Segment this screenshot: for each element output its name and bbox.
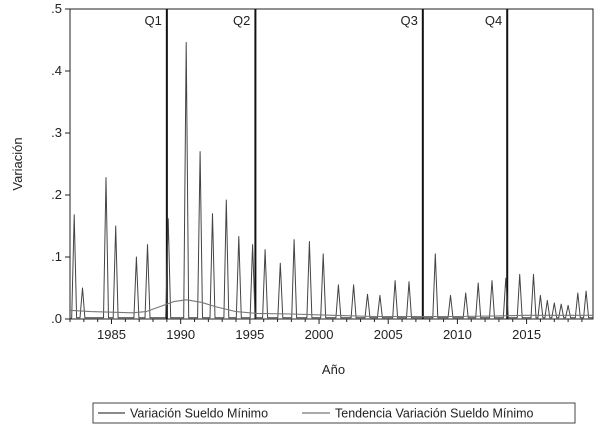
y-tick-label: .1	[51, 249, 62, 264]
x-axis-title: Año	[322, 362, 345, 377]
plot-frame	[69, 8, 594, 320]
chart-series	[69, 42, 593, 320]
legend-box	[92, 402, 576, 424]
chart-axes: .0 .1 .2 .3 .4 .5 1985 1990 1995 2000 2005 2010 2015…	[10, 1, 594, 377]
y-axis-title: Variación	[10, 137, 25, 190]
y-tick-label: .2	[51, 187, 62, 202]
y-tick-label: .3	[51, 125, 62, 140]
quartile-label: Q2	[233, 13, 250, 28]
legend-label: Tendencia Variación Sueldo Mínimo	[335, 407, 534, 421]
y-tick-label: .5	[51, 1, 62, 16]
x-tick-label: 2005	[374, 327, 403, 342]
quartile-lines: Q1 Q2 Q3 Q4	[145, 9, 509, 319]
chart-legend: Variación Sueldo Mínimo Tendencia Variaci…	[92, 402, 576, 424]
x-tick-label: 1990	[166, 327, 195, 342]
quartile-label: Q3	[400, 13, 417, 28]
quartile-label: Q4	[485, 13, 502, 28]
x-tick-label: 1985	[97, 327, 126, 342]
legend-label: Variación Sueldo Mínimo	[130, 407, 268, 421]
x-tick-label: 2000	[305, 327, 334, 342]
quartile-label: Q1	[145, 13, 162, 28]
series-line-0	[69, 42, 593, 320]
x-tick-label: 2010	[443, 327, 472, 342]
y-tick-label: .0	[51, 311, 62, 326]
series-line-1	[69, 299, 593, 318]
y-tick-label: .4	[51, 63, 62, 78]
x-tick-label: 2015	[512, 327, 541, 342]
x-tick-label: 1995	[235, 327, 264, 342]
